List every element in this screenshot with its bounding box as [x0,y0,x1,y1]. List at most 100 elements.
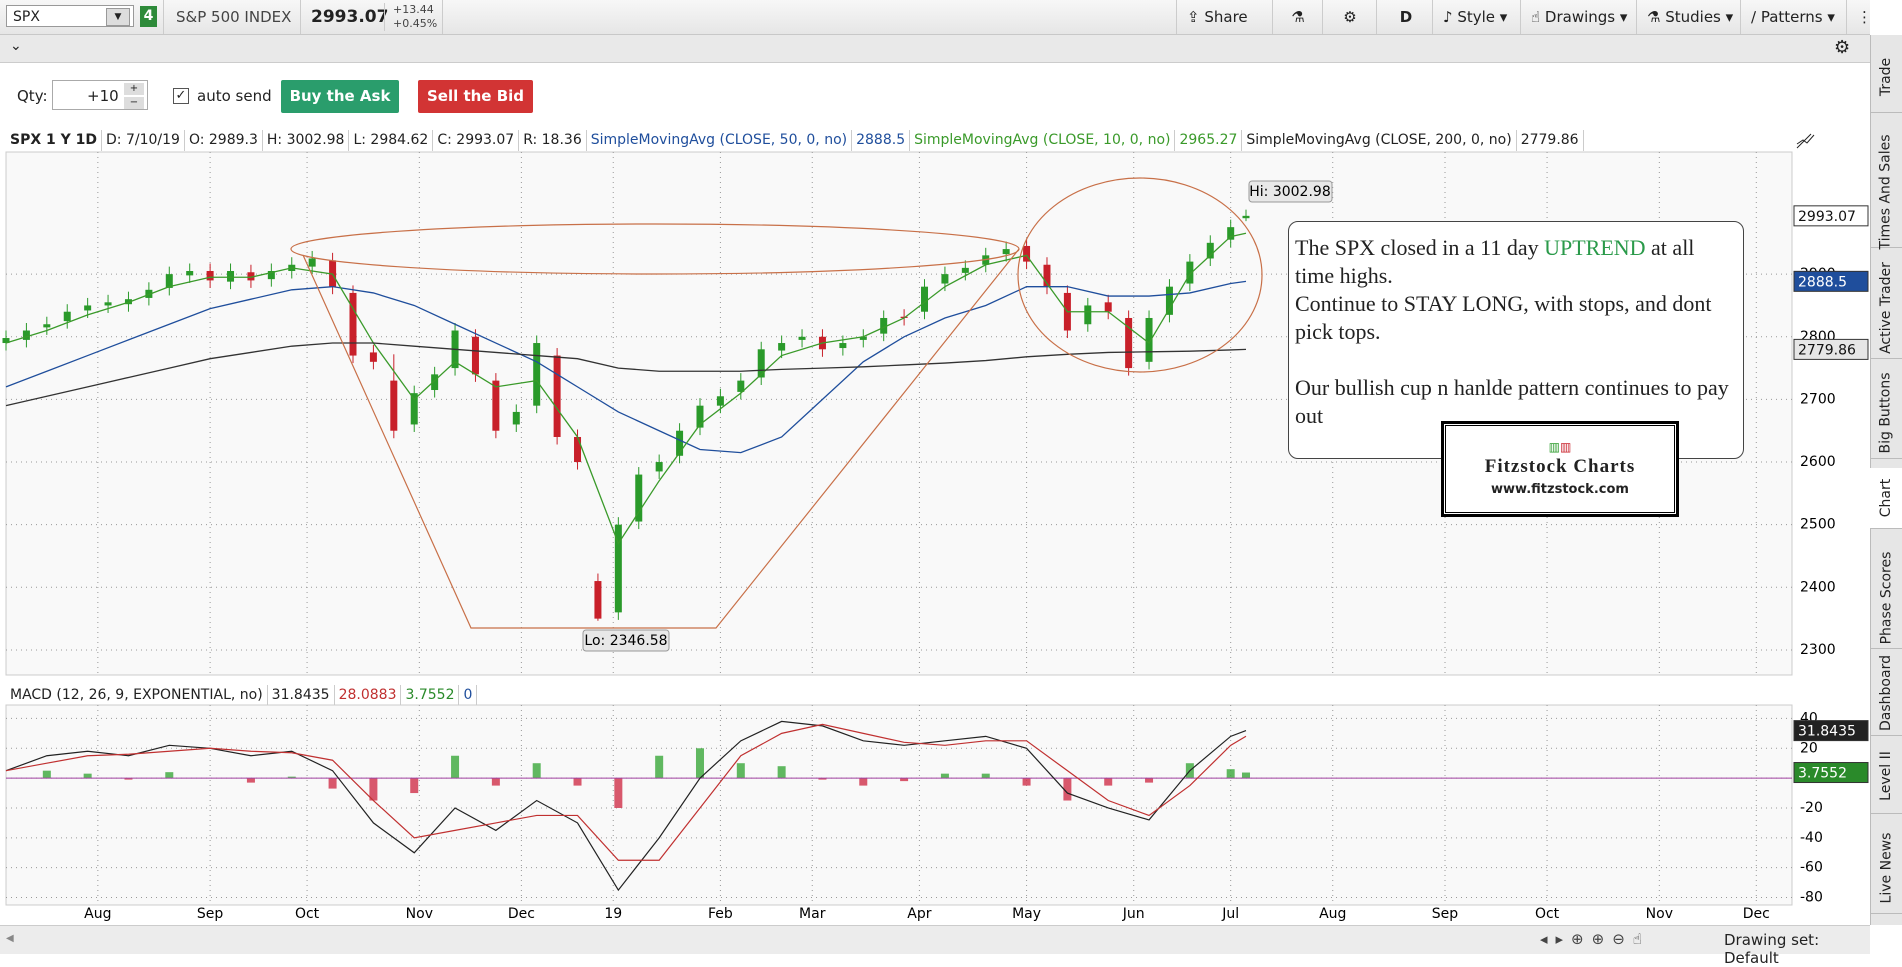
price-tag-box [1793,762,1869,784]
macd-histogram-bar [1145,778,1154,783]
macd-histogram-bar [451,755,460,779]
side-tab[interactable]: Dashboard [1870,650,1902,736]
qty-input[interactable]: +10 + − [52,80,148,110]
side-tab[interactable]: Times And Sales [1870,134,1902,250]
studies-button[interactable]: ⚗ Studies ▾ [1636,0,1747,34]
candle-body [839,343,847,349]
tab-label: Dashboard [1878,654,1894,731]
candle-body [227,271,235,282]
gear-icon[interactable]: ⚙ [1834,37,1851,58]
last-price: 2993.07 [300,0,388,34]
candle-body [1084,305,1092,325]
macd-histogram-bar [736,763,745,779]
dropdown-icon[interactable]: ▼ [106,8,130,26]
x-tick-label: Apr [907,906,931,922]
x-tick-label: Jul [1221,906,1239,922]
period-button[interactable]: D [1376,0,1435,34]
side-tab[interactable]: Trade [1870,42,1902,113]
settings-button[interactable]: ⚙ [1322,0,1377,34]
drawings-button[interactable]: ☝ Drawings ▾ [1520,0,1646,34]
style-button[interactable]: ♪ Style ▾ [1432,0,1533,34]
y-tick-label: 2400 [1800,579,1836,595]
info-item: H: 3002.98 [262,130,350,151]
candle-body [676,430,684,456]
macd-histogram-bar [1226,769,1235,779]
y-tick-label: 2300 [1800,642,1836,658]
macd-pane [5,704,1793,906]
candle-body [1165,286,1173,315]
change: +13.44 [393,3,434,16]
macd-histogram-bar [246,778,255,783]
moving-average [5,342,1247,407]
candle-body [1242,215,1250,219]
price-tag: 2779.86 [1798,342,1856,358]
link-badge[interactable]: 4 [140,6,157,27]
zoom-tools[interactable]: ◂▸⊕⊕⊖☝ [1540,930,1650,948]
menu-button[interactable]: ⋮ [1846,0,1872,34]
candle-body [696,405,704,428]
macd-line [5,723,1247,861]
symbol-input[interactable]: SPX ▼ [6,5,134,27]
macd-histogram-bar [83,773,92,779]
candle-body [2,338,10,344]
share-button[interactable]: ⇪ Share [1176,0,1273,34]
price-tag-box [1793,338,1869,360]
study-value: 2779.86 [1516,130,1584,151]
tab-label: Level II [1878,750,1895,801]
tab-label: Trade [1878,57,1894,97]
qty: +10 [87,87,119,105]
collapse-icon[interactable]: ⌄ [10,38,22,54]
side-tab[interactable]: Phase Scores [1870,548,1902,649]
chart-icon-glyph [1796,133,1815,149]
sell-button[interactable]: Sell the Bid [418,80,533,113]
symbol: SPX [13,9,40,25]
lo-label-box [582,629,670,652]
x-tick-label: Aug [84,906,111,922]
macd-histogram-bar [1063,778,1072,801]
x-tick-label: Jun [1122,906,1145,922]
moving-average [5,232,1247,545]
info-item: C: 2993.07 [433,130,520,151]
candle-body [961,267,969,273]
button-label: Patterns [1760,8,1823,26]
macd-histogram-bar [655,755,664,779]
cup-outline [302,248,1020,629]
candle-body [308,258,316,267]
macd-histogram-bar [42,770,51,779]
candle-body [165,274,173,288]
macd-histogram-bar [287,776,296,779]
macd-histogram-bar [1104,778,1113,786]
hi-label: Hi: 3002.98 [1249,184,1330,200]
candle-body [798,336,806,340]
note-highlight: UPTREND [1544,235,1646,260]
x-tick-label: Feb [708,906,733,922]
tab-label: Active Trader [1878,262,1894,354]
side-tab[interactable]: Chart [1870,468,1902,529]
drawing-set[interactable]: Drawing set: Default [1724,931,1820,967]
candle-body [533,343,541,406]
side-tab[interactable]: Active Trader [1870,258,1902,359]
study-name: SimpleMovingAvg (CLOSE, 50, 0, no) [586,130,853,151]
patterns-button[interactable]: ∕ Patterns ▾ [1740,0,1856,34]
change-pct: +0.45% [393,17,438,30]
candle-body [1125,317,1133,369]
scroll-left[interactable]: ◀ [6,933,14,944]
candle-body [859,336,867,340]
macd-histogram-bar [940,773,949,779]
chart-icon[interactable] [1794,128,1814,150]
flask-button[interactable]: ⚗ [1272,0,1323,34]
x-tick-label: May [1012,906,1041,922]
note-text: Our bullish cup n hanlde pattern continu… [1295,375,1729,428]
logo-title: Fitzstock Charts [1484,456,1636,477]
macd-legend: MACD (12, 26, 9, EXPONENTIAL, no) 31.8435… [6,685,478,706]
hi-label-box [1248,180,1333,203]
x-tick-label: Sep [1432,906,1459,922]
side-tab[interactable]: Live News [1870,823,1902,914]
side-tab[interactable]: Big Buttons [1870,368,1902,459]
auto-send-checkbox[interactable]: ✓ [173,88,189,104]
side-tab[interactable]: Level II [1870,738,1902,814]
description: S&P 500 INDEX [163,0,291,34]
buy-button[interactable]: Buy the Ask [281,80,399,113]
candle-body [778,343,786,351]
